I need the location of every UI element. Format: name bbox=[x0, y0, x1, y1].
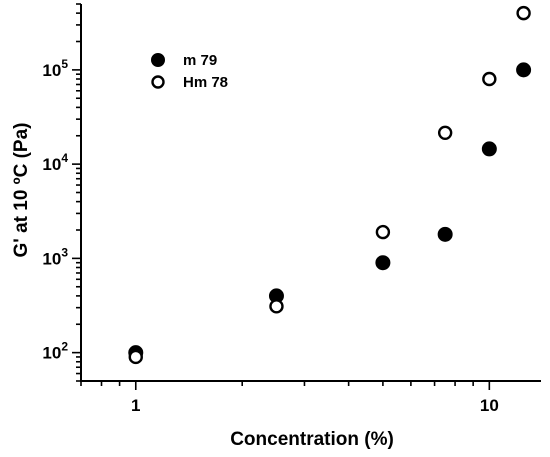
y-tick-label: 102 bbox=[42, 340, 68, 363]
x-tick-label: 10 bbox=[480, 396, 499, 415]
data-point-series-2 bbox=[516, 5, 531, 21]
data-point-series-2 bbox=[128, 349, 143, 365]
x-axis-title: Concentration (%) bbox=[230, 429, 394, 450]
x-axis-ticks: 1 10 bbox=[80, 381, 499, 415]
data-point-series-2 bbox=[437, 125, 453, 140]
legend-label: Hm 78 bbox=[183, 74, 228, 91]
data-point-series-2 bbox=[269, 299, 284, 314]
y-axis-ticks: 102 103 104 105 bbox=[42, 3, 81, 382]
legend: m 79 Hm 78 bbox=[151, 52, 228, 91]
data-points bbox=[128, 5, 532, 365]
legend-marker bbox=[151, 53, 165, 67]
y-tick-label: 104 bbox=[42, 151, 68, 174]
data-point-series-1 bbox=[516, 62, 532, 78]
axes bbox=[80, 4, 541, 382]
y-tick-label: 103 bbox=[42, 245, 68, 268]
data-point-series-1 bbox=[437, 226, 453, 242]
data-point-series-2 bbox=[482, 71, 497, 87]
data-point-series-1 bbox=[481, 141, 497, 157]
legend-marker bbox=[151, 75, 165, 89]
data-point-series-1 bbox=[375, 255, 391, 271]
x-tick-label: 1 bbox=[131, 396, 140, 415]
y-axis-title: G' at 10 ºC (Pa) bbox=[11, 123, 32, 258]
y-tick-label: 105 bbox=[42, 57, 68, 80]
legend-label: m 79 bbox=[183, 52, 217, 69]
data-point-series-2 bbox=[375, 224, 391, 240]
